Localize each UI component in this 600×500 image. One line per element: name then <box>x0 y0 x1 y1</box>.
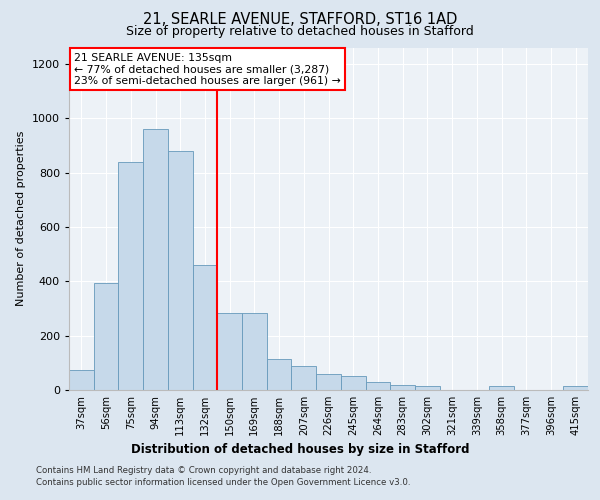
Bar <box>316 374 341 390</box>
Y-axis label: Number of detached properties: Number of detached properties <box>16 131 26 306</box>
Bar <box>267 358 292 390</box>
Text: 21 SEARLE AVENUE: 135sqm
← 77% of detached houses are smaller (3,287)
23% of sem: 21 SEARLE AVENUE: 135sqm ← 77% of detach… <box>74 52 341 86</box>
Bar <box>390 384 415 390</box>
Bar <box>341 376 365 390</box>
Bar <box>143 129 168 390</box>
Bar <box>217 312 242 390</box>
Bar <box>242 312 267 390</box>
Bar <box>415 386 440 390</box>
Text: Contains public sector information licensed under the Open Government Licence v3: Contains public sector information licen… <box>36 478 410 487</box>
Text: Distribution of detached houses by size in Stafford: Distribution of detached houses by size … <box>131 442 469 456</box>
Text: Size of property relative to detached houses in Stafford: Size of property relative to detached ho… <box>126 25 474 38</box>
Bar <box>118 162 143 390</box>
Bar <box>168 151 193 390</box>
Text: 21, SEARLE AVENUE, STAFFORD, ST16 1AD: 21, SEARLE AVENUE, STAFFORD, ST16 1AD <box>143 12 457 28</box>
Bar <box>292 366 316 390</box>
Bar <box>365 382 390 390</box>
Bar <box>489 386 514 390</box>
Bar <box>193 265 217 390</box>
Text: Contains HM Land Registry data © Crown copyright and database right 2024.: Contains HM Land Registry data © Crown c… <box>36 466 371 475</box>
Bar <box>563 386 588 390</box>
Bar <box>69 370 94 390</box>
Bar <box>94 282 118 390</box>
